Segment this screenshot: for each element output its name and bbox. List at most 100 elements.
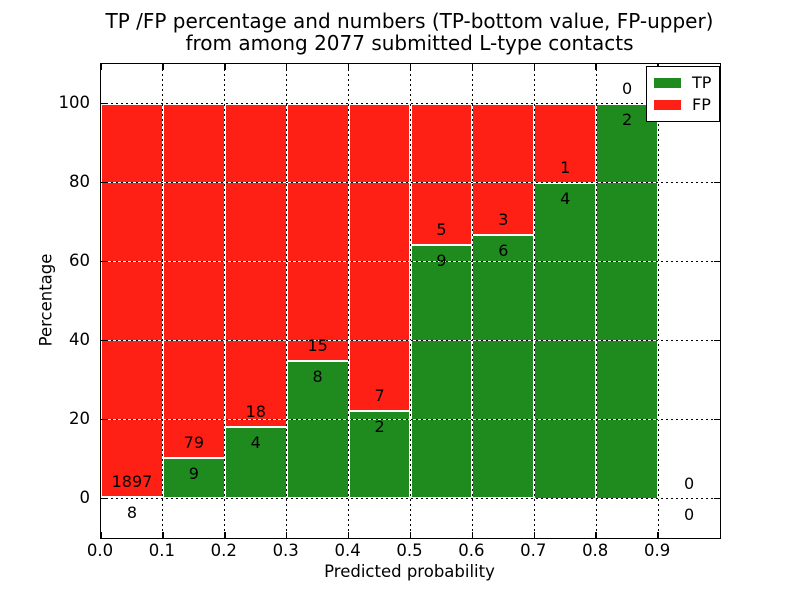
x-tick-mark	[471, 532, 474, 538]
fp-bar	[348, 103, 411, 411]
legend-item-tp: TP	[654, 72, 711, 94]
fp-bar	[472, 103, 535, 236]
horizontal-gridline	[101, 103, 720, 104]
vertical-gridline	[657, 64, 659, 538]
tp-bar	[472, 235, 535, 499]
x-tick-mark	[100, 532, 102, 538]
x-tick-mark	[347, 532, 350, 538]
x-tick-mark	[162, 64, 164, 70]
y-tick-mark	[101, 102, 107, 105]
plot-area: 1897 8 79 9 18 4 15 8 7 2 5 9 3 6 1 4 0 2 0 0	[100, 63, 721, 539]
x-tick-label: 0.5	[396, 541, 423, 560]
tp-count-label: 4	[250, 432, 261, 452]
tp-bar	[348, 410, 411, 499]
x-tick-label: 0.2	[210, 541, 237, 560]
x-tick-label: 0.3	[272, 541, 299, 560]
fp-count-label: 18	[245, 401, 266, 421]
fp-count-label: 3	[498, 210, 509, 230]
tp-bar	[596, 103, 659, 499]
tp-count-label: 9	[436, 250, 447, 270]
x-tick-mark	[409, 532, 412, 538]
y-tick-mark	[714, 339, 720, 342]
tp-bar	[286, 361, 349, 499]
tp-count-label: 8	[312, 367, 323, 387]
horizontal-gridline	[101, 340, 720, 341]
horizontal-gridline	[101, 498, 720, 499]
y-tick-label: 60	[69, 250, 90, 270]
x-tick-mark	[471, 64, 474, 70]
vertical-gridline	[162, 64, 164, 538]
legend-item-fp: FP	[654, 94, 711, 116]
fp-count-label: 7	[374, 385, 385, 405]
fp-count-label: 15	[307, 336, 328, 356]
y-tick-mark	[714, 418, 720, 421]
y-tick-label: 80	[69, 171, 90, 191]
fp-color-swatch-icon	[654, 100, 681, 110]
vertical-gridline	[595, 64, 597, 538]
x-tick-label: 0.4	[334, 541, 361, 560]
fp-count-label: 0	[622, 78, 633, 98]
y-tick-label: 100	[58, 92, 91, 112]
fp-count-label: 1	[560, 157, 571, 177]
horizontal-gridline	[101, 182, 720, 183]
horizontal-gridline	[101, 261, 720, 262]
x-tick-mark	[595, 64, 597, 70]
x-tick-mark	[657, 532, 659, 538]
y-tick-mark	[714, 181, 720, 184]
x-tick-mark	[409, 64, 412, 70]
x-axis-label: Predicted probability	[324, 562, 495, 581]
fp-bar	[101, 103, 163, 497]
x-tick-mark	[100, 64, 102, 70]
horizontal-gridline	[101, 419, 720, 420]
x-tick-mark	[595, 532, 597, 538]
x-tick-label: 0.1	[148, 541, 176, 560]
x-tick-mark	[533, 64, 536, 70]
chart-title-line2: from among 2077 submitted L-type contact…	[185, 31, 634, 55]
tp-count-label: 4	[560, 188, 571, 208]
tp-color-swatch-icon	[654, 78, 681, 88]
x-tick-mark	[162, 532, 164, 538]
x-tick-label: 0.6	[458, 541, 485, 560]
vertical-gridline	[533, 64, 535, 538]
y-tick-label: 0	[79, 487, 91, 507]
x-tick-mark	[533, 532, 536, 538]
x-tick-mark	[224, 532, 226, 538]
tp-count-label: 0	[683, 504, 695, 524]
y-tick-mark	[714, 497, 720, 500]
x-tick-label: 0.9	[643, 541, 671, 560]
tp-bar	[410, 244, 473, 499]
tp-count-label: 8	[126, 502, 138, 522]
y-tick-mark	[101, 260, 107, 263]
x-tick-mark	[347, 64, 350, 70]
y-tick-label: 20	[69, 408, 90, 428]
vertical-gridline	[348, 64, 350, 538]
legend-label-fp: FP	[692, 95, 711, 114]
chart-title: TP /FP percentage and numbers (TP-bottom…	[100, 10, 719, 54]
legend-label-tp: TP	[692, 73, 712, 92]
x-tick-label: 0.0	[86, 541, 114, 560]
vertical-gridline	[286, 64, 288, 538]
tp-count-label: 9	[188, 464, 199, 484]
tp-bar	[162, 458, 225, 499]
fp-bar	[162, 103, 225, 459]
fp-count-label: 0	[683, 473, 695, 493]
y-tick-mark	[101, 497, 107, 500]
x-tick-label: 0.7	[520, 541, 547, 560]
y-tick-mark	[101, 339, 107, 342]
y-tick-mark	[101, 418, 107, 421]
vertical-gridline	[471, 64, 473, 538]
x-tick-mark	[285, 532, 288, 538]
fp-bar	[224, 103, 287, 427]
x-tick-mark	[224, 64, 226, 70]
vertical-gridline	[224, 64, 226, 538]
y-tick-mark	[714, 260, 720, 263]
legend: TP FP	[646, 66, 721, 122]
fp-count-label: 5	[436, 219, 447, 239]
chart-title-line1: TP /FP percentage and numbers (TP-bottom…	[105, 9, 714, 33]
fp-count-label: 79	[183, 433, 205, 453]
fp-bar	[534, 103, 597, 183]
x-tick-label: 0.8	[582, 541, 609, 560]
fp-bar	[286, 103, 349, 362]
tp-count-label: 6	[498, 241, 509, 261]
